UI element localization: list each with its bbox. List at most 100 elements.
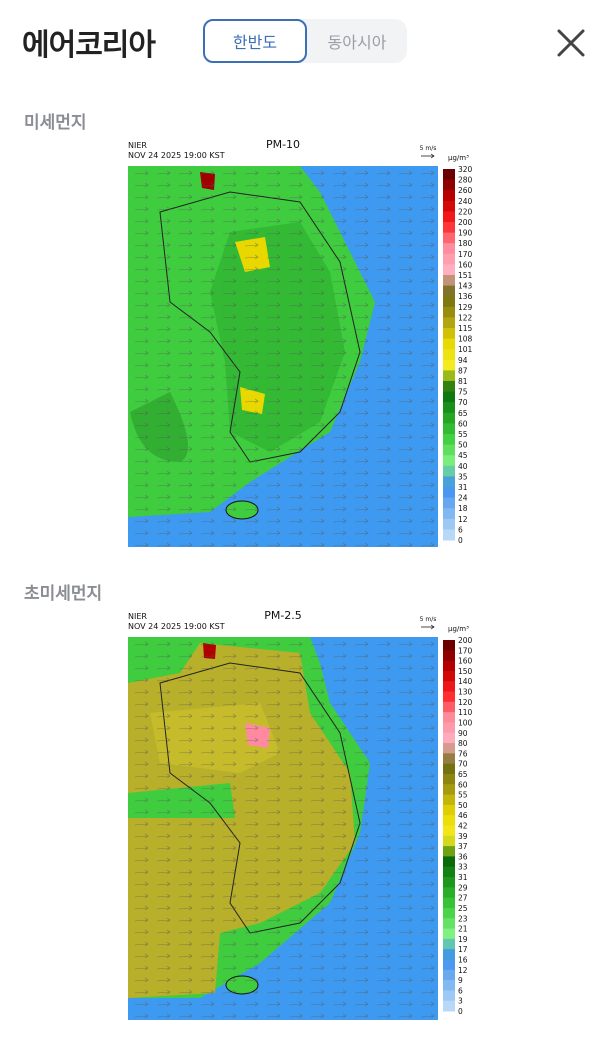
colorbar-label: 12 [458,515,468,524]
colorbar-segment [443,815,455,826]
colorbar-label: 9 [458,976,463,985]
colorbar-label: 160 [458,657,473,666]
colorbar-label: 70 [458,760,468,769]
colorbar-label: 29 [458,883,468,892]
colorbar-label: 6 [458,525,463,534]
colorbar-segment [443,660,455,672]
colorbar-label: 42 [458,822,468,831]
colorbar-segment [443,359,455,371]
map-title: PM-2.5 [264,609,302,622]
colorbar-segment [443,169,455,181]
colorbar-label: 200 [458,636,473,645]
colorbar-segment [443,200,455,212]
colorbar-label: 108 [458,335,473,344]
colorbar-label: 170 [458,250,473,259]
colorbar-label: 18 [458,504,468,513]
colorbar-label: 87 [458,366,468,375]
colorbar-label: 170 [458,646,473,655]
colorbar-segment [443,243,455,255]
colorbar-segment [443,835,455,847]
colorbar-label: 280 [458,176,473,185]
wind-scale: 5 m/s [420,616,437,623]
colorbar-segment [443,928,455,940]
colorbar-label: 55 [458,791,468,800]
colorbar-segment [443,412,455,424]
colorbar-segment [443,773,455,785]
wind-scale: 5 m/s [420,145,437,152]
colorbar-segment [443,794,455,806]
colorbar-label: 33 [458,863,468,872]
colorbar-segment [443,402,455,414]
colorbar-label: 130 [458,688,473,697]
colorbar-segment [443,650,455,662]
colorbar-segment [443,897,455,909]
colorbar-segment [443,763,455,775]
colorbar-segment [443,701,455,713]
colorbar-segment [443,444,455,456]
map-agency: NIER [128,141,147,150]
colorbar-label: 60 [458,419,468,428]
colorbar-segment [443,253,455,265]
colorbar-segment [443,232,455,244]
colorbar-segment [443,980,455,991]
colorbar-label: 55 [458,430,468,439]
colorbar-segment [443,518,455,530]
section-heading: 초미세먼지 [24,584,103,604]
colorbar-label: 17 [458,945,468,954]
colorbar-label: 75 [458,388,468,397]
colorbar-segment [443,391,455,403]
tab[interactable]: 동아시아 [327,33,387,52]
colorbar-label: 150 [458,667,473,676]
colorbar-label: 120 [458,698,473,707]
colorbar-label: 240 [458,197,473,206]
map-title: PM-10 [266,138,300,151]
colorbar-segment [443,455,455,467]
colorbar-segment [443,306,455,318]
colorbar-label: 50 [458,801,468,810]
colorbar-segment [443,846,455,857]
colorbar-segment [443,529,455,541]
colorbar-segment [443,211,455,223]
region-tabs: 한반도 동아시아 [203,19,407,63]
colorbar-label: 200 [458,218,473,227]
colorbar-label: 16 [458,955,468,964]
colorbar-label: 110 [458,708,473,717]
colorbar-label: 31 [458,483,468,492]
colorbar-segment [443,476,455,488]
colorbar-segment [443,959,455,971]
colorbar-label: 50 [458,441,468,450]
tab[interactable]: 한반도 [203,19,307,63]
colorbar-label: 46 [458,811,468,820]
map-timestamp: NOV 24 2025 19:00 KST [128,622,225,631]
section-heading: 미세먼지 [24,113,87,133]
colorbar-label: 220 [458,207,473,216]
colorbar-segment [443,338,455,350]
colorbar-segment [443,487,455,499]
colorbar-label: 39 [458,832,468,841]
colorbar-label: 143 [458,282,473,291]
colorbar-label: 140 [458,677,473,686]
colorbar-label: 65 [458,770,468,779]
colorbar-label: 25 [458,904,468,913]
colorbar-label: 45 [458,451,468,460]
colorbar-label: 122 [458,313,473,322]
colorbar-segment [443,423,455,435]
colorbar-segment [443,743,455,754]
colorbar-label: 80 [458,739,468,748]
map-timestamp: NOV 24 2025 19:00 KST [128,151,225,160]
colorbar-label: 35 [458,472,468,481]
close-button[interactable] [556,28,586,58]
colorbar-label: 70 [458,398,468,407]
colorbar-label: 81 [458,377,468,386]
colorbar-segment [443,370,455,382]
wind-arrows [128,637,438,1020]
colorbar-label: 100 [458,718,473,727]
colorbar-label: 0 [458,1007,463,1016]
wind-scale-arrow [421,624,435,630]
colorbar-label: 94 [458,356,468,365]
colorbar-segment [443,381,455,393]
colorbar-segment [443,508,455,520]
colorbar-segment [443,691,455,703]
colorbar-label: 115 [458,324,473,333]
